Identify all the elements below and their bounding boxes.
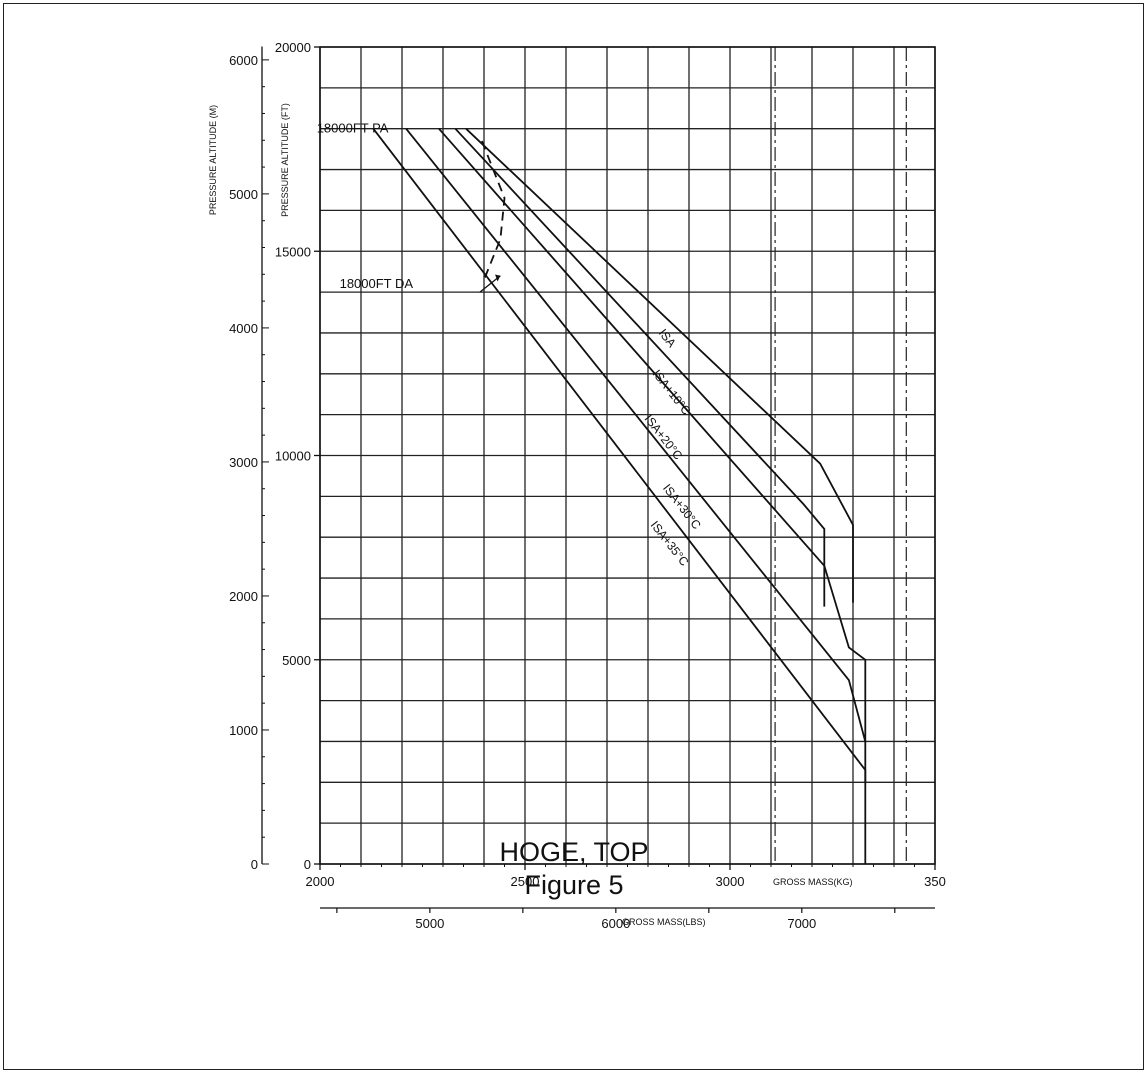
m-tick-label: 3000: [229, 455, 258, 470]
m-tick-label: 4000: [229, 321, 258, 336]
x-tick-label: 2000: [306, 874, 335, 889]
y-tick-label: 10000: [275, 449, 311, 464]
figure-title: HOGE, TOP: [499, 837, 649, 867]
labels: PRESSURE ALTITUDE (FT) PRESSURE ALTITUDE…: [208, 103, 853, 927]
series-label-isa: ISA: [656, 326, 679, 350]
lbs-tick-label: 6000: [601, 916, 630, 931]
annotation-18000ft-pa: 18000FT PA: [317, 121, 389, 136]
y-tick-label: 0: [304, 857, 311, 872]
density-altitude-line: [481, 140, 506, 281]
lbs-tick-label: 5000: [415, 916, 444, 931]
series-label-isa-10-c: ISA+10°C: [650, 367, 694, 418]
x-axis-title-lbs: GROSS MASS(LBS): [622, 917, 706, 927]
series-label-isa-30-c: ISA+30°C: [660, 481, 704, 532]
series-line-isa-30-c: [405, 128, 867, 742]
y-tick-label: 5000: [282, 653, 311, 668]
axes: 2000 2500 3000 3500500010000150002000001000…: [229, 40, 946, 931]
y-axis-title-m-line1: PRESSURE ALTITUDE (M): [208, 105, 218, 215]
m-tick-label: 5000: [229, 187, 258, 202]
figure-subtitle: Figure 5: [524, 870, 624, 900]
figure-frame: [3, 3, 1144, 1070]
series-layer: [372, 128, 867, 864]
m-tick-label: 0: [251, 857, 258, 872]
m-tick-label: 1000: [229, 723, 258, 738]
x-axis-title-kg: GROSS MASS(KG): [773, 877, 853, 887]
series-label-isa-35-c: ISA+35°C: [648, 518, 692, 569]
series-line-isa-20-c: [438, 128, 867, 783]
x-tick-label: 2500: [511, 874, 540, 889]
annotation-18000ft-da: 18000FT DA: [340, 276, 414, 291]
series-line-isa-10-c: [454, 128, 826, 607]
y-axis-title-ft-line1: PRESSURE ALTITUDE (FT): [280, 103, 290, 217]
m-tick-label: 6000: [229, 53, 258, 68]
lbs-tick-label: 7000: [787, 916, 816, 931]
y-tick-label: 15000: [275, 244, 311, 259]
series-line-isa-35-c: [372, 128, 867, 864]
series-line-isa: [465, 128, 854, 603]
annotation-da-arrowhead: [495, 274, 501, 282]
x-tick-label: 350: [924, 874, 946, 889]
y-tick-label: 20000: [275, 40, 311, 55]
x-tick-label: 3000: [716, 874, 745, 889]
m-tick-label: 2000: [229, 589, 258, 604]
